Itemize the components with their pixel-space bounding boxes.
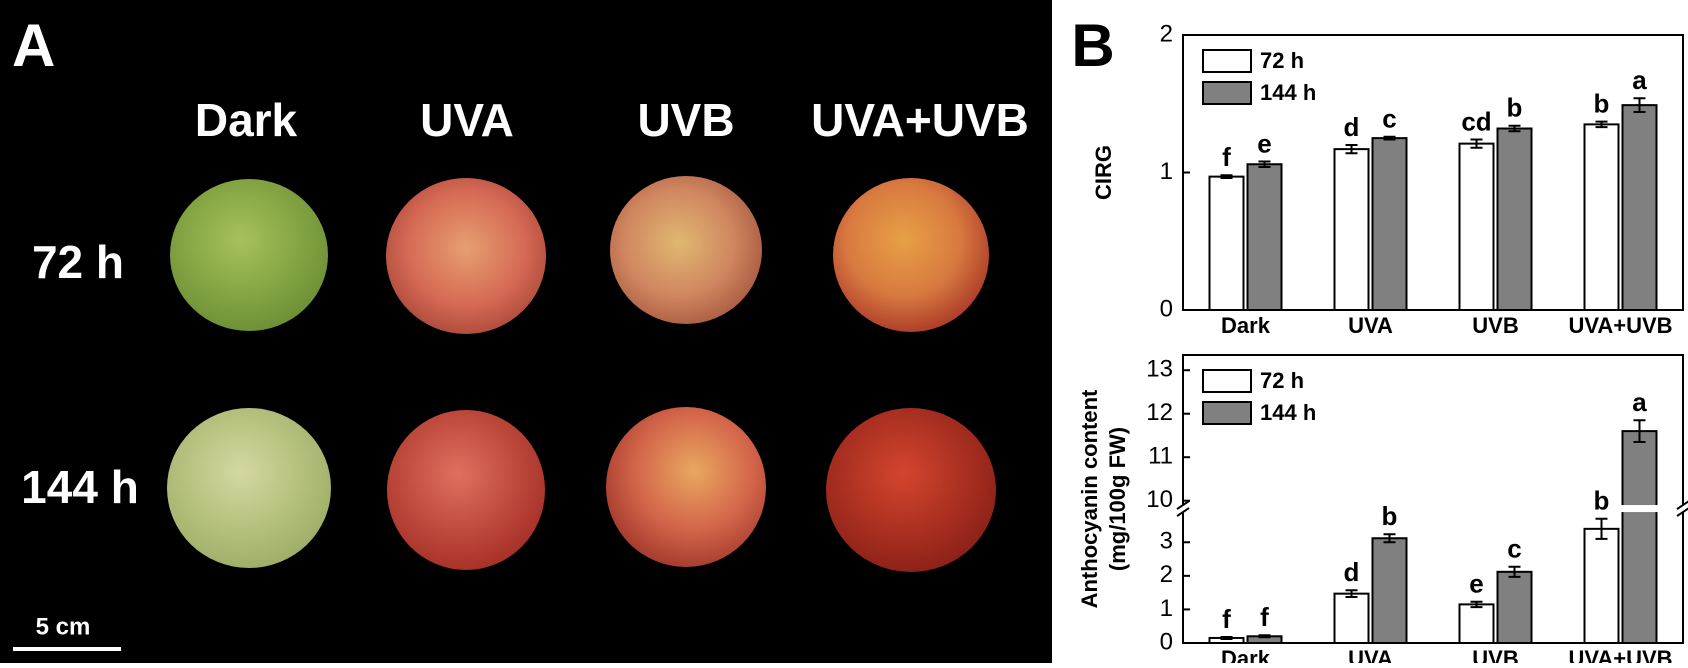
bar	[1458, 142, 1495, 311]
y-tick-label: 11	[1148, 443, 1173, 470]
legend-label: 144 h	[1260, 80, 1316, 105]
peach	[833, 178, 989, 332]
significance-letter: a	[1632, 387, 1647, 417]
peach	[167, 408, 331, 568]
error-bar	[1345, 589, 1358, 599]
x-tick-label: Dark	[1221, 313, 1271, 338]
significance-letter: f	[1222, 142, 1231, 172]
error-bar	[1383, 533, 1396, 544]
y-tick-label: 10	[1146, 486, 1173, 513]
error-bar	[1508, 565, 1521, 578]
significance-letter: e	[1469, 569, 1483, 599]
x-tick-label: UVA	[1348, 646, 1393, 663]
bar	[1333, 592, 1370, 644]
bar	[1371, 537, 1408, 645]
column-label: UVB	[637, 94, 734, 146]
error-bar	[1220, 174, 1233, 179]
legend-swatch	[1202, 49, 1252, 73]
error-bar	[1470, 138, 1483, 149]
row-label: 72 h	[32, 236, 124, 288]
legend-label: 72 h	[1260, 368, 1304, 393]
column-label: UVA	[420, 94, 514, 146]
y-tick-label: 1	[1160, 595, 1173, 622]
significance-letter: b	[1382, 501, 1398, 531]
panel-label: A	[12, 12, 55, 79]
peach	[826, 408, 996, 572]
legend-label: 144 h	[1260, 400, 1316, 425]
significance-letter: d	[1344, 112, 1360, 142]
bar	[1208, 175, 1245, 311]
error-bar	[1633, 419, 1646, 443]
legend-swatch	[1202, 81, 1252, 105]
y-axis-label: Anthocyanin content	[1077, 389, 1102, 608]
y-tick-label: 0	[1160, 295, 1173, 322]
bar	[1583, 527, 1620, 644]
error-bar	[1508, 124, 1521, 133]
column-label: Dark	[195, 94, 298, 146]
axis-frame	[1182, 354, 1684, 644]
x-tick-label: UVA+UVB	[1568, 646, 1672, 663]
error-bar	[1633, 97, 1646, 113]
x-tick-label: UVB	[1472, 646, 1518, 663]
panel-label: B	[1071, 12, 1114, 79]
x-tick-label: UVB	[1472, 313, 1518, 338]
y-tick-label: 3	[1160, 528, 1173, 555]
significance-letter: f	[1222, 604, 1231, 634]
x-tick-label: UVA+UVB	[1568, 313, 1672, 338]
y-axis-label: CIRG	[1091, 145, 1116, 200]
bar	[1371, 137, 1408, 311]
significance-letter: c	[1507, 534, 1521, 564]
bar	[1621, 104, 1658, 311]
y-tick-label: 13	[1146, 356, 1173, 383]
significance-letter: b	[1594, 89, 1610, 119]
y-tick-label: 12	[1146, 399, 1173, 426]
peaches	[167, 176, 996, 572]
peach	[610, 176, 762, 324]
y-tick-label: 2	[1160, 561, 1173, 588]
scale-label: 5 cm	[36, 613, 91, 640]
significance-letter: c	[1382, 104, 1396, 134]
bar	[1496, 127, 1533, 311]
column-label: UVA+UVB	[811, 94, 1029, 146]
x-tick-label: Dark	[1221, 646, 1271, 663]
error-bar	[1345, 144, 1358, 155]
y-tick-label: 1	[1160, 158, 1173, 185]
peach	[387, 410, 545, 570]
y-tick-label: 2	[1160, 20, 1173, 47]
bar	[1583, 123, 1620, 311]
x-tick-label: UVA	[1348, 313, 1393, 338]
legend-label: 72 h	[1260, 48, 1304, 73]
bar	[1246, 163, 1283, 311]
bar	[1458, 603, 1495, 644]
y-axis-label: (mg/100g FW)	[1105, 427, 1130, 571]
error-bar	[1470, 600, 1483, 609]
significance-letter: e	[1257, 128, 1271, 158]
peach	[386, 178, 546, 334]
y-tick-label: 0	[1160, 628, 1173, 655]
bar	[1496, 570, 1533, 644]
error-bar	[1258, 634, 1271, 639]
significance-letter: b	[1594, 486, 1610, 516]
significance-letter: d	[1344, 557, 1360, 587]
peach	[606, 407, 766, 567]
row-label: 144 h	[21, 461, 139, 513]
error-bar	[1258, 160, 1271, 168]
legend-swatch	[1202, 369, 1252, 393]
significance-letter: f	[1260, 602, 1269, 632]
significance-letter: cd	[1461, 106, 1491, 136]
significance-letter: b	[1507, 93, 1523, 123]
bar	[1333, 148, 1370, 311]
significance-letter: a	[1632, 65, 1647, 95]
peach	[170, 179, 328, 331]
error-bar	[1220, 635, 1233, 640]
axis-break	[1180, 505, 1686, 513]
legend-swatch	[1202, 401, 1252, 425]
error-bar	[1595, 517, 1608, 540]
bar	[1621, 430, 1658, 644]
error-bar	[1383, 135, 1396, 141]
error-bar	[1595, 120, 1608, 129]
